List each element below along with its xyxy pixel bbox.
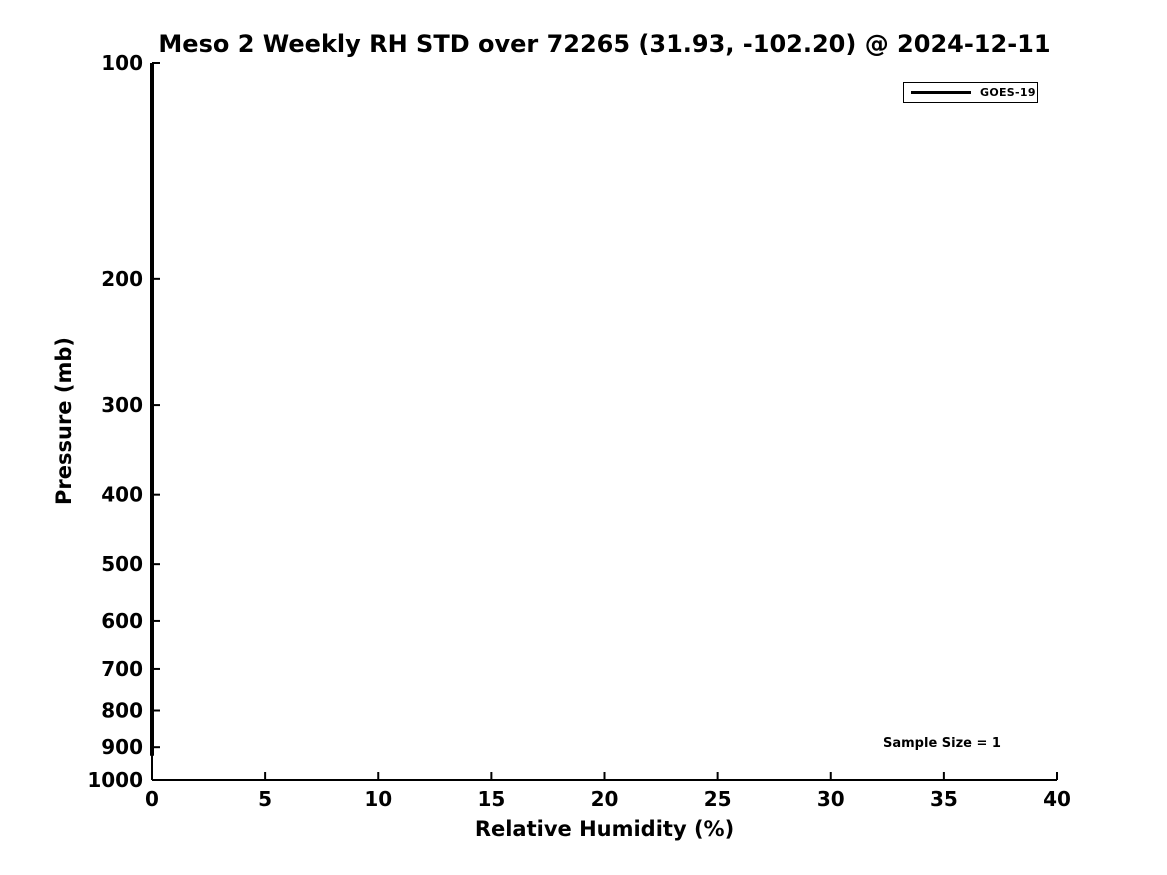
x-tick-label: 0	[145, 787, 159, 811]
y-tick-label: 200	[101, 267, 143, 291]
y-tick-label: 100	[101, 51, 143, 75]
y-tick-label: 300	[101, 393, 143, 417]
legend-label: GOES-19	[980, 86, 1036, 99]
sample-size-annotation: Sample Size = 1	[883, 736, 1001, 751]
x-tick-label: 20	[591, 787, 619, 811]
x-axis-label: Relative Humidity (%)	[474, 817, 735, 841]
x-tick-label: 25	[704, 787, 732, 811]
y-tick-label: 1000	[87, 768, 143, 792]
x-tick-label: 10	[364, 787, 392, 811]
y-tick-label: 400	[101, 483, 143, 507]
y-tick-label: 600	[101, 609, 143, 633]
x-tick-label: 5	[258, 787, 272, 811]
x-tick-label: 35	[930, 787, 958, 811]
y-tick-label: 900	[101, 735, 143, 759]
x-tick-label: 30	[817, 787, 845, 811]
y-tick-label: 500	[101, 552, 143, 576]
y-tick-label: 700	[101, 657, 143, 681]
y-tick-label: 800	[101, 699, 143, 723]
x-tick-label: 15	[477, 787, 505, 811]
legend: GOES-19	[903, 82, 1038, 103]
x-tick-label: 40	[1043, 787, 1071, 811]
chart-title: Meso 2 Weekly RH STD over 72265 (31.93, …	[158, 30, 1051, 58]
legend-line-sample	[911, 91, 971, 94]
